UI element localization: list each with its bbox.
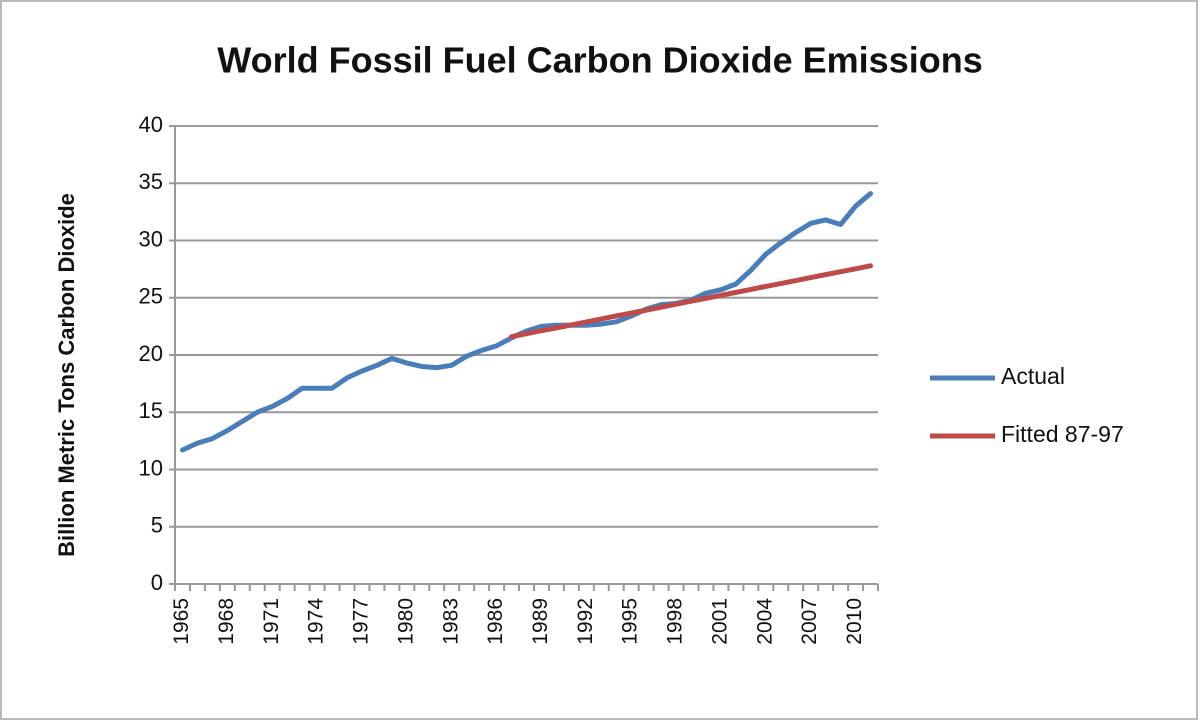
y-tick-label: 35 — [139, 169, 163, 194]
x-tick-label: 1983 — [439, 598, 462, 645]
x-tick-label: 2001 — [708, 598, 731, 645]
legend-label: Actual — [1001, 363, 1065, 389]
x-tick-label: 2010 — [843, 598, 866, 645]
x-tick-label: 1980 — [394, 598, 417, 645]
chart-title: World Fossil Fuel Carbon Dioxide Emissio… — [217, 40, 982, 81]
y-tick-label: 20 — [139, 341, 163, 366]
y-axis-label: Billion Metric Tons Carbon Dioxide — [54, 193, 79, 557]
y-tick-label: 40 — [139, 112, 163, 137]
x-tick-label: 2007 — [798, 598, 821, 645]
y-tick-label: 0 — [151, 570, 163, 595]
x-tick-label: 1974 — [305, 598, 328, 645]
x-tick-label: 1986 — [484, 598, 507, 645]
legend-label: Fitted 87-97 — [1001, 421, 1124, 447]
y-tick-label: 5 — [151, 513, 163, 538]
x-tick-label: 2004 — [753, 598, 776, 645]
y-tick-label: 30 — [139, 226, 163, 251]
x-tick-label: 1992 — [574, 598, 597, 645]
x-tick-label: 1989 — [529, 598, 552, 645]
y-tick-label: 10 — [139, 455, 163, 480]
series-line — [509, 263, 874, 340]
x-tick-label: 1977 — [350, 598, 373, 645]
y-tick-label: 15 — [139, 398, 163, 423]
x-tick-label: 1968 — [215, 598, 238, 645]
x-tick-label: 1995 — [619, 598, 642, 645]
x-tick-label: 1965 — [170, 598, 193, 645]
series-line — [179, 191, 874, 453]
x-tick-label: 1971 — [260, 598, 283, 645]
x-tick-label: 1998 — [664, 598, 687, 645]
y-tick-label: 25 — [139, 284, 163, 309]
